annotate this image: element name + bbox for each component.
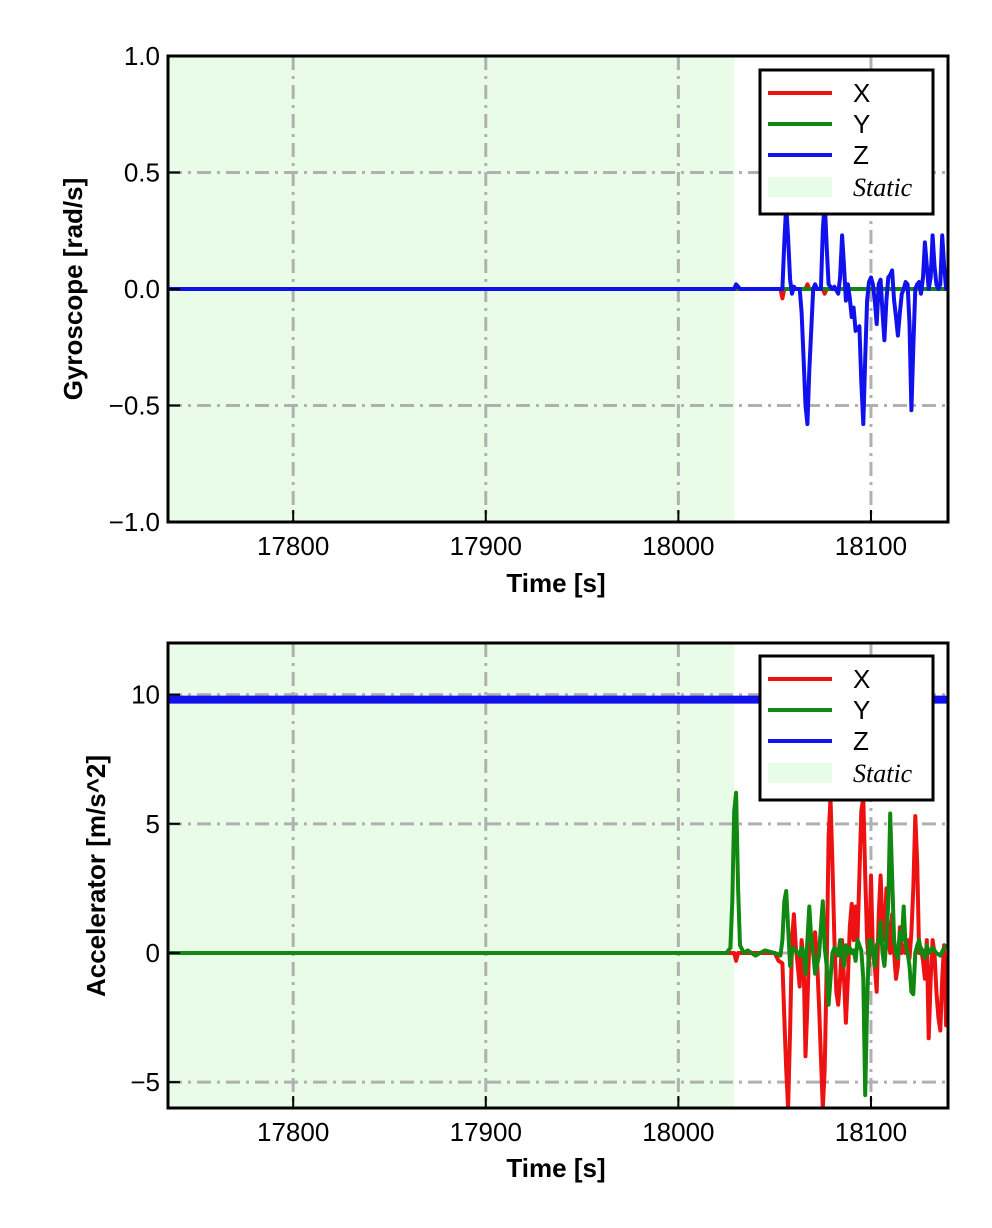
accelerator-x-tick-label: 17900 (450, 1117, 522, 1147)
gyroscope-legend: X Y Z Static (758, 68, 935, 216)
accelerator-x-axis-label: Time [s] (506, 1153, 605, 1183)
gyroscope-legend-y-label: Y (853, 109, 870, 139)
gyroscope-x-tick-label: 17900 (450, 531, 522, 561)
gyroscope-legend-static-label: Static (853, 173, 913, 202)
accelerator-series-y-line (168, 790, 948, 1098)
accelerator-y-tick-label: 5 (146, 809, 160, 839)
accelerator-legend-x-label: X (853, 664, 870, 694)
gyroscope-x-tick-label: 17800 (257, 531, 329, 561)
accelerator-y-tick-label: −5 (130, 1067, 160, 1097)
gyroscope-y-tick-label: 0.5 (124, 158, 160, 188)
accelerator-y-axis-label: Accelerator [m/s^2] (81, 755, 111, 997)
accelerator-y-tick-label: 10 (131, 680, 160, 710)
gyroscope-chart: 17800 17900 18000 18100 −1.0 −0.5 0.0 0.5 1.0 Ti… (58, 41, 950, 598)
accelerator-series-x-line (168, 796, 948, 1108)
gyroscope-x-axis-label: Time [s] (506, 568, 605, 598)
accelerator-y-tick-label: 0 (146, 938, 160, 968)
gyroscope-x-tick-label: 18000 (642, 531, 714, 561)
accelerator-legend: X Y Z Static (758, 654, 935, 802)
gyroscope-legend-z-label: Z (853, 140, 869, 170)
gyroscope-series-z-line (168, 198, 948, 427)
gyroscope-y-axis-label: Gyroscope [rad/s] (58, 178, 88, 401)
accelerator-legend-z-label: Z (853, 726, 869, 756)
accelerator-legend-static-label: Static (853, 759, 913, 788)
accelerator-ticks: 17800 17900 18000 18100 −5 0 5 10 (130, 680, 907, 1147)
gyroscope-legend-x-label: X (853, 78, 870, 108)
accelerator-x-tick-label: 18100 (835, 1117, 907, 1147)
accelerator-static-region (168, 643, 735, 1108)
accelerator-chart: 17800 17900 18000 18100 −5 0 5 10 Time [s] Acce… (81, 641, 950, 1183)
gyroscope-series-group (168, 198, 948, 427)
gyroscope-y-tick-label: 0.0 (124, 274, 160, 304)
gyroscope-ticks: 17800 17900 18000 18100 −1.0 −0.5 0.0 0.5 1.0 (109, 41, 907, 561)
accelerator-plot-frame (166, 641, 950, 1110)
accelerator-legend-y-label: Y (853, 695, 870, 725)
accelerator-x-tick-label: 17800 (257, 1117, 329, 1147)
gyroscope-y-tick-label: −1.0 (109, 507, 160, 537)
accelerator-legend-static-swatch (768, 763, 832, 783)
gyroscope-y-tick-label: 1.0 (124, 41, 160, 71)
gyroscope-x-tick-label: 18100 (835, 531, 907, 561)
gyroscope-legend-static-swatch (768, 177, 832, 197)
gyroscope-y-tick-label: −0.5 (109, 391, 160, 421)
accelerator-x-tick-label: 18000 (642, 1117, 714, 1147)
